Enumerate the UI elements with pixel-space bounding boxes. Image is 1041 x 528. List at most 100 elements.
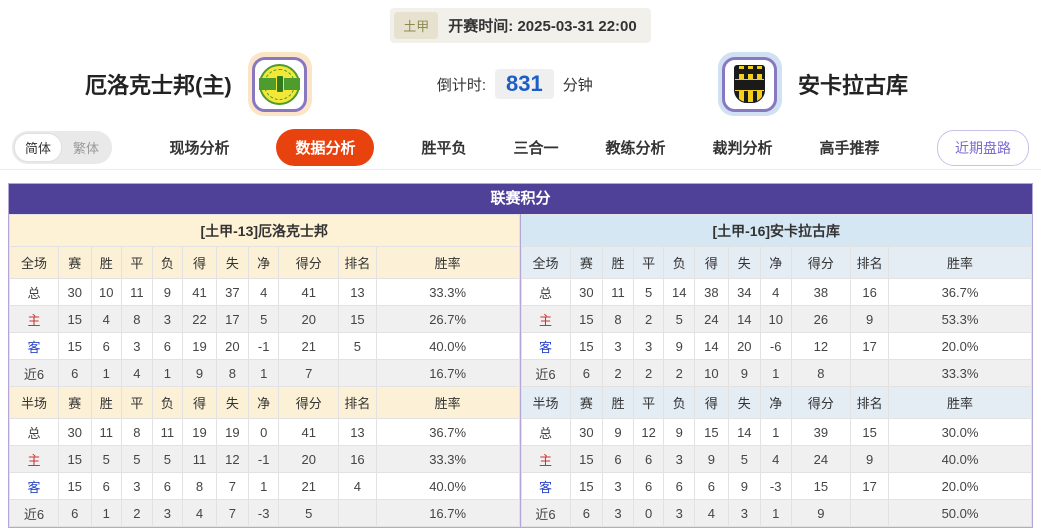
countdown-value: 831 [495, 69, 554, 99]
stat-cell: 30 [57, 418, 92, 446]
stat-cell: 17 [850, 472, 889, 500]
stat-cell: -6 [759, 332, 792, 360]
stat-cell: 3 [663, 445, 696, 473]
recent-odds-button[interactable]: 近期盘路 [937, 129, 1029, 166]
tab-referee-analysis[interactable]: 裁判分析 [712, 140, 773, 157]
stat-cell: 3 [632, 332, 665, 360]
stat-cell: 7 [215, 499, 249, 527]
stat-cell: 21 [278, 472, 340, 500]
lang-traditional[interactable]: 繁体 [73, 141, 100, 156]
stat-cell: 20 [727, 332, 761, 360]
stat-cell: 6 [57, 499, 92, 527]
stat-cell: 14 [694, 332, 729, 360]
stat-cell: 6 [569, 359, 604, 387]
stat-cell: -1 [247, 332, 280, 360]
tab-win-draw-loss[interactable]: 胜平负 [421, 140, 467, 157]
stat-cell: 38 [790, 278, 852, 306]
home-team-logo-frame [252, 56, 308, 112]
stat-cell: 1 [247, 472, 280, 500]
stat-cell: 5 [90, 445, 123, 473]
row-label: 近6 [9, 359, 59, 387]
column-header-cell: 胜率 [375, 386, 520, 419]
lang-simplified[interactable]: 简体 [14, 133, 63, 162]
stat-cell: 8 [121, 305, 153, 333]
stat-cell: -1 [247, 445, 280, 473]
stat-cell: 4 [90, 305, 123, 333]
stat-cell: 11 [602, 278, 634, 306]
away-team-stats-panel: [土甲-16]安卡拉古库 全场赛胜平负得失净得分 排名 胜率总 30 11 5 14 38 34… [520, 214, 1032, 527]
tab-data-analysis[interactable]: 数据分析 [276, 129, 375, 166]
stat-cell: 15 [57, 332, 92, 360]
stat-cell: 20.0% [888, 332, 1032, 360]
column-header-cell: 负 [663, 386, 696, 419]
tab-three-in-one[interactable]: 三合一 [513, 140, 559, 157]
column-header-cell: 全场 [9, 246, 59, 279]
stat-cell: 2 [632, 305, 665, 333]
stat-cell: 9 [694, 445, 729, 473]
stat-cell: 34 [727, 278, 761, 306]
stat-cell: 4 [247, 278, 280, 306]
column-header-cell: 得分 [790, 386, 852, 419]
stat-cell: 38 [694, 278, 729, 306]
table-row: 近6 6 3 0 3 4 3 1 9 50.0% [520, 499, 1032, 527]
stat-cell: 9 [790, 499, 852, 527]
row-label: 总 [9, 418, 59, 446]
column-header-cell: 半场 [520, 386, 571, 419]
column-header-cell: 排名 [338, 246, 377, 279]
column-header-cell: 胜率 [888, 386, 1032, 419]
column-header-cell: 排名 [850, 246, 889, 279]
stat-cell: 4 [121, 359, 153, 387]
lang-toggle[interactable]: 简体 繁体 [12, 131, 113, 164]
kickoff-label: 开赛时间: [448, 18, 514, 35]
column-header-cell: 排名 [850, 386, 889, 419]
stat-cell [338, 359, 377, 387]
stat-cell: 4 [338, 472, 377, 500]
tab-expert-picks[interactable]: 高手推荐 [819, 140, 880, 157]
row-label: 主 [520, 305, 571, 333]
stat-cell: 6 [632, 445, 665, 473]
column-header-cell: 得 [182, 386, 217, 419]
stat-cell: 1 [759, 418, 792, 446]
home-team-stats-panel: [土甲-13]厄洛克士邦 全场赛胜平负得失净得分 排名 胜率总 30 10 11 9 41 37… [9, 214, 521, 527]
tab-bar: 简体 繁体 现场分析 数据分析 胜平负 三合一 教练分析 裁判分析 高手推荐 近… [0, 126, 1041, 170]
table-row: 客 15 3 6 6 6 9 -3 15 17 20.0% [520, 472, 1032, 500]
column-header-cell: 赛 [569, 246, 604, 279]
stat-cell: 30 [569, 418, 604, 446]
stat-cell: 11 [90, 418, 123, 446]
kickoff-value: 2025-03-31 22:00 [517, 18, 637, 35]
top-bar: 土甲 开赛时间: 2025-03-31 22:00 [0, 0, 1041, 43]
stat-cell: 6 [602, 445, 634, 473]
stat-cell: 8 [790, 359, 852, 387]
stat-cell: 9 [727, 472, 761, 500]
stat-cell: 9 [182, 359, 217, 387]
column-header-cell: 赛 [569, 386, 604, 419]
stat-cell: 6 [90, 472, 123, 500]
stat-cell [850, 359, 889, 387]
stat-cell: 0 [632, 499, 665, 527]
column-header-cell: 净 [759, 386, 792, 419]
stat-cell: 3 [602, 499, 634, 527]
stat-cell: 5 [151, 445, 184, 473]
stat-cell: 9 [663, 332, 696, 360]
table-halves: [土甲-13]厄洛克士邦 全场赛胜平负得失净得分 排名 胜率总 30 10 11 9 41 37… [9, 214, 1032, 527]
column-header-cell: 负 [151, 386, 184, 419]
stat-cell: 5 [121, 445, 153, 473]
stat-cell: 3 [727, 499, 761, 527]
column-header-cell: 胜率 [888, 246, 1032, 279]
kickoff-pill: 土甲 开赛时间: 2025-03-31 22:00 [390, 8, 651, 43]
stat-cell: 20.0% [888, 472, 1032, 500]
countdown: 倒计时: 831 分钟 [437, 69, 593, 99]
column-header-cell: 得 [182, 246, 217, 279]
tab-coach-analysis[interactable]: 教练分析 [605, 140, 666, 157]
column-header-row-full: 全场赛胜平负得失净得分 排名 胜率 [9, 246, 520, 279]
countdown-unit: 分钟 [562, 76, 593, 94]
stat-cell: 1 [90, 499, 123, 527]
stat-cell: 15 [569, 445, 604, 473]
stat-cell: 36.7% [888, 278, 1032, 306]
home-team-logo [247, 52, 312, 116]
stat-cell: 5 [727, 445, 761, 473]
column-header-cell: 胜 [90, 246, 123, 279]
column-header-cell: 胜 [90, 386, 123, 419]
tab-live-analysis[interactable]: 现场分析 [169, 140, 230, 157]
row-label: 客 [520, 332, 571, 360]
